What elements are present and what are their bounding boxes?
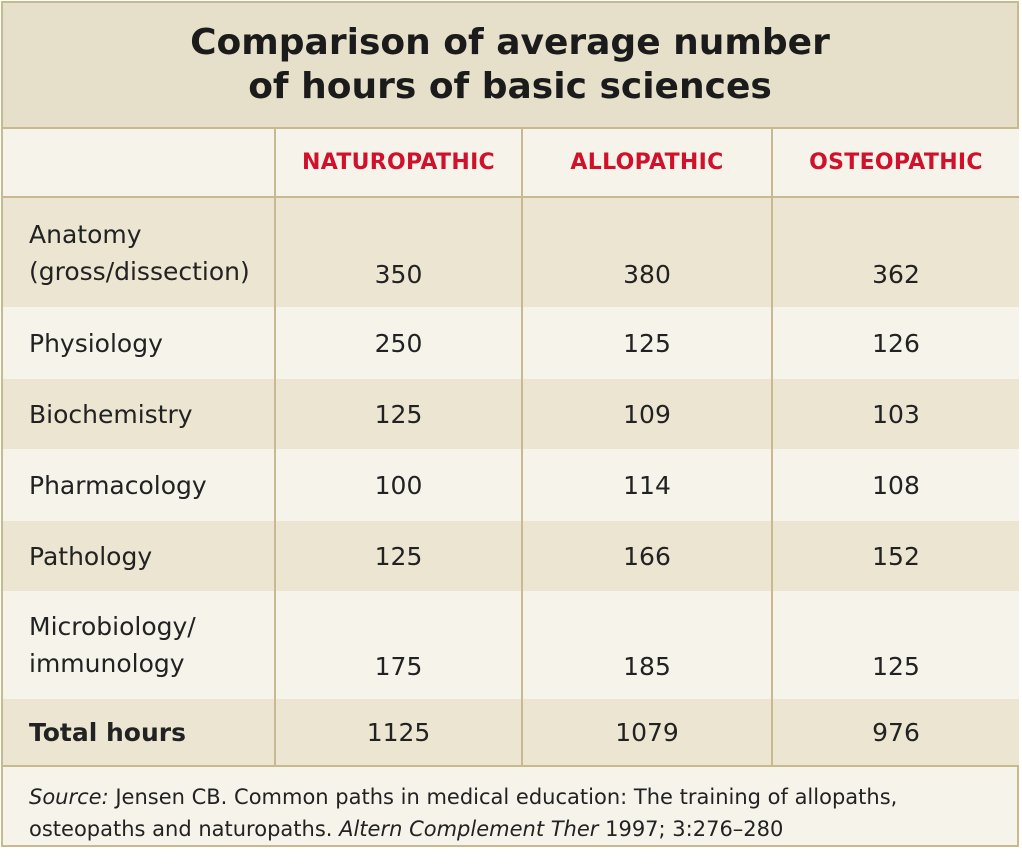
source-text-2: 1997; 3:276–280	[598, 817, 784, 841]
cell-osteopathic: 103	[771, 379, 1019, 449]
cell-allopathic: 125	[521, 307, 772, 379]
source-journal: Altern Complement Ther	[339, 817, 599, 841]
table-row-anatomy: Anatomy (gross/dissection) 350 380 362	[3, 197, 1019, 307]
cell-naturopathic: 250	[274, 307, 522, 379]
cell-allopathic: 114	[521, 449, 772, 521]
table-row-physiology: Physiology 250 125 126	[3, 307, 1019, 379]
cell-naturopathic: 175	[274, 591, 522, 699]
row-label: Biochemistry	[3, 379, 275, 449]
total-label: Total hours	[3, 699, 275, 765]
header-osteopathic: OSTEOPATHIC	[771, 129, 1019, 198]
row-label-line-1: Microbiology/	[29, 612, 196, 641]
cell-naturopathic: 100	[274, 449, 522, 521]
source-prefix: Source:	[29, 785, 109, 809]
header-allopathic: ALLOPATHIC	[521, 129, 772, 198]
source-text-1: Jensen CB. Common paths in medical educa…	[29, 785, 898, 841]
cell-allopathic: 166	[521, 521, 772, 591]
cell-allopathic: 109	[521, 379, 772, 449]
row-label-line-2: immunology	[29, 649, 185, 678]
title-line-1: Comparison of average number	[190, 22, 830, 63]
row-label: Pathology	[3, 521, 275, 591]
source-note: Source: Jensen CB. Common paths in medic…	[3, 765, 1017, 851]
header-naturopathic: NATUROPATHIC	[274, 129, 522, 198]
cell-allopathic: 380	[521, 197, 772, 307]
cell-allopathic: 185	[521, 591, 772, 699]
header-cell-blank	[3, 129, 275, 198]
title-block: Comparison of average number of hours of…	[3, 3, 1017, 129]
total-osteopathic: 976	[771, 699, 1019, 765]
hours-table: NATUROPATHIC ALLOPATHIC OSTEOPATHIC Anat…	[3, 129, 1019, 765]
table-row-pharmacology: Pharmacology 100 114 108	[3, 449, 1019, 521]
row-label-line-1: Anatomy	[29, 219, 142, 249]
row-label-line-2: (gross/dissection)	[29, 256, 250, 286]
table-row-biochemistry: Biochemistry 125 109 103	[3, 379, 1019, 449]
total-naturopathic: 1125	[274, 699, 522, 765]
cell-osteopathic: 108	[771, 449, 1019, 521]
cell-naturopathic: 125	[274, 521, 522, 591]
table-row-microbiology: Microbiology/ immunology 175 185 125	[3, 591, 1019, 699]
cell-osteopathic: 125	[771, 591, 1019, 699]
row-label: Pharmacology	[3, 449, 275, 521]
cell-osteopathic: 152	[771, 521, 1019, 591]
header-row: NATUROPATHIC ALLOPATHIC OSTEOPATHIC	[3, 129, 1019, 198]
row-label: Physiology	[3, 307, 275, 379]
table-row-pathology: Pathology 125 166 152	[3, 521, 1019, 591]
table-row-total: Total hours 1125 1079 976	[3, 699, 1019, 765]
table-panel: Comparison of average number of hours of…	[1, 1, 1019, 847]
cell-osteopathic: 362	[771, 197, 1019, 307]
cell-naturopathic: 350	[274, 197, 522, 307]
cell-osteopathic: 126	[771, 307, 1019, 379]
row-label: Anatomy (gross/dissection)	[3, 197, 275, 307]
title-line-2: of hours of basic sciences	[248, 66, 772, 107]
row-label: Microbiology/ immunology	[3, 591, 275, 699]
total-allopathic: 1079	[521, 699, 772, 765]
cell-naturopathic: 125	[274, 379, 522, 449]
